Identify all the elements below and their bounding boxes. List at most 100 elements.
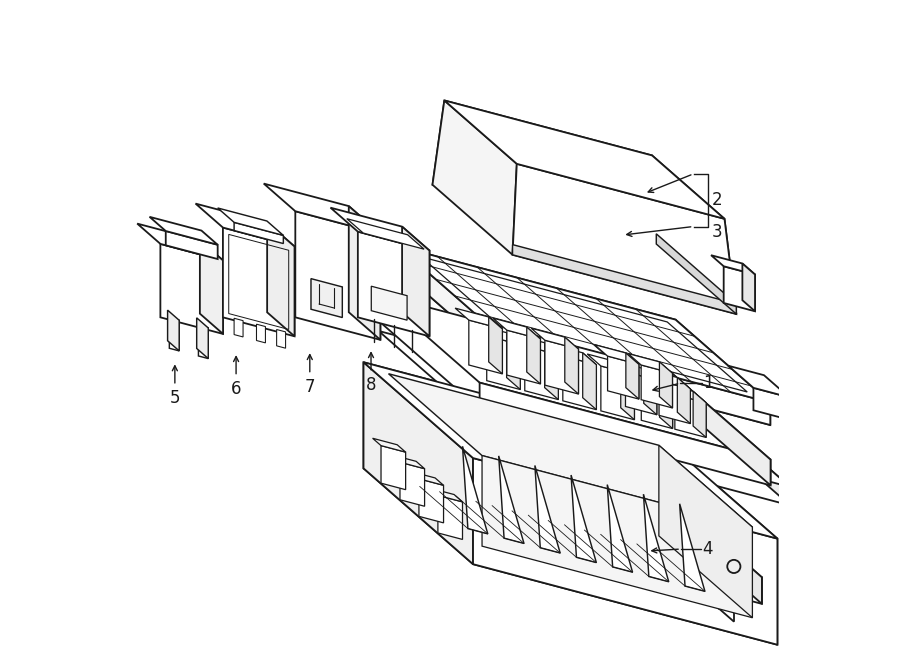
Polygon shape xyxy=(751,567,762,604)
Polygon shape xyxy=(349,206,381,340)
Text: 6: 6 xyxy=(230,380,241,398)
Polygon shape xyxy=(264,184,381,234)
Text: 1: 1 xyxy=(704,374,714,392)
Polygon shape xyxy=(398,246,676,342)
Polygon shape xyxy=(678,377,690,424)
Polygon shape xyxy=(160,244,223,334)
Polygon shape xyxy=(379,331,770,496)
Polygon shape xyxy=(656,234,736,314)
Polygon shape xyxy=(675,395,706,438)
Polygon shape xyxy=(137,223,223,260)
Polygon shape xyxy=(364,362,473,564)
Polygon shape xyxy=(472,403,790,506)
Polygon shape xyxy=(197,318,208,358)
Polygon shape xyxy=(587,354,634,375)
Polygon shape xyxy=(398,268,770,425)
Polygon shape xyxy=(652,155,736,314)
Polygon shape xyxy=(753,388,789,420)
Text: 3: 3 xyxy=(712,223,723,241)
Polygon shape xyxy=(676,320,770,425)
Polygon shape xyxy=(373,438,406,452)
Polygon shape xyxy=(364,469,778,644)
Polygon shape xyxy=(389,373,752,527)
Polygon shape xyxy=(668,443,778,644)
Polygon shape xyxy=(364,362,778,539)
Polygon shape xyxy=(429,488,463,502)
Polygon shape xyxy=(311,279,342,317)
Polygon shape xyxy=(218,208,284,235)
Polygon shape xyxy=(724,266,755,311)
Polygon shape xyxy=(608,485,633,572)
Polygon shape xyxy=(473,458,778,644)
Polygon shape xyxy=(644,494,669,582)
Polygon shape xyxy=(670,371,770,485)
Polygon shape xyxy=(544,343,558,400)
Polygon shape xyxy=(565,337,579,394)
Polygon shape xyxy=(535,465,560,553)
Polygon shape xyxy=(256,324,266,343)
Polygon shape xyxy=(706,555,762,577)
Polygon shape xyxy=(463,446,488,534)
Polygon shape xyxy=(621,363,634,420)
Polygon shape xyxy=(445,100,724,219)
Polygon shape xyxy=(507,330,540,384)
Text: 5: 5 xyxy=(169,389,180,407)
Polygon shape xyxy=(402,227,429,336)
Polygon shape xyxy=(398,246,493,352)
Polygon shape xyxy=(511,334,558,355)
Polygon shape xyxy=(149,217,218,245)
Polygon shape xyxy=(507,332,520,389)
Polygon shape xyxy=(493,318,540,339)
Polygon shape xyxy=(438,495,463,539)
Polygon shape xyxy=(169,318,179,351)
Polygon shape xyxy=(531,329,579,349)
Polygon shape xyxy=(472,401,480,421)
Polygon shape xyxy=(612,360,657,380)
Polygon shape xyxy=(166,231,218,259)
Polygon shape xyxy=(644,369,657,414)
Polygon shape xyxy=(659,381,690,424)
Polygon shape xyxy=(717,566,762,604)
Polygon shape xyxy=(659,446,752,618)
Text: 4: 4 xyxy=(702,540,713,558)
Polygon shape xyxy=(234,318,243,337)
Polygon shape xyxy=(549,344,597,365)
Text: 8: 8 xyxy=(365,376,376,394)
Polygon shape xyxy=(626,353,639,399)
Polygon shape xyxy=(680,504,705,592)
Polygon shape xyxy=(512,245,736,314)
Polygon shape xyxy=(693,391,706,438)
Polygon shape xyxy=(660,362,672,408)
Polygon shape xyxy=(646,369,690,389)
Polygon shape xyxy=(330,208,429,251)
Polygon shape xyxy=(346,219,424,249)
Polygon shape xyxy=(480,383,770,485)
Polygon shape xyxy=(379,294,770,459)
Polygon shape xyxy=(641,365,672,408)
Polygon shape xyxy=(544,340,579,394)
Polygon shape xyxy=(398,246,770,403)
Polygon shape xyxy=(234,222,284,243)
Polygon shape xyxy=(601,366,634,420)
Polygon shape xyxy=(276,330,285,348)
Polygon shape xyxy=(711,255,755,274)
Polygon shape xyxy=(595,344,639,364)
Polygon shape xyxy=(418,479,444,523)
Polygon shape xyxy=(493,329,770,425)
Polygon shape xyxy=(525,346,558,400)
Polygon shape xyxy=(482,455,752,618)
Polygon shape xyxy=(267,223,294,336)
Polygon shape xyxy=(626,371,657,414)
Polygon shape xyxy=(392,455,425,469)
Polygon shape xyxy=(195,204,294,247)
Polygon shape xyxy=(469,320,502,374)
Polygon shape xyxy=(526,327,540,384)
Polygon shape xyxy=(608,356,639,399)
Polygon shape xyxy=(358,231,429,336)
Polygon shape xyxy=(489,317,502,374)
Polygon shape xyxy=(642,385,672,428)
Polygon shape xyxy=(410,471,444,485)
Polygon shape xyxy=(662,383,706,403)
Polygon shape xyxy=(677,387,790,506)
Polygon shape xyxy=(198,325,208,358)
